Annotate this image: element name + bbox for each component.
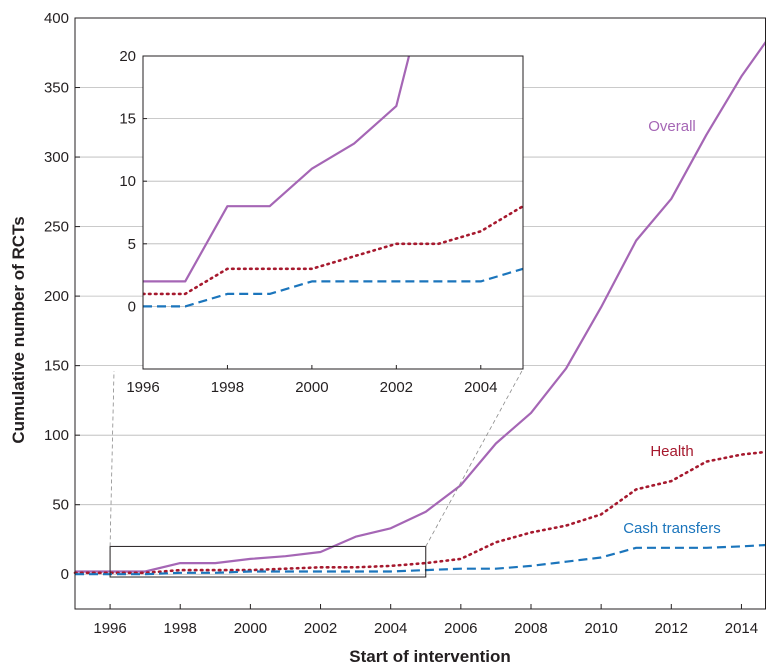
inset-frame xyxy=(142,55,524,370)
series-line-overall xyxy=(75,40,766,573)
series-label-cash-transfers: Cash transfers xyxy=(623,520,721,537)
inset-y-tick-label: 15 xyxy=(119,111,136,128)
inset-x-tick-label: 1996 xyxy=(126,379,159,396)
inset-background xyxy=(143,56,523,369)
y-tick-label: 300 xyxy=(44,149,69,166)
inset-x-tick-label: 2002 xyxy=(380,379,413,396)
y-tick-label: 0 xyxy=(61,566,69,583)
x-axis-title: Start of intervention xyxy=(349,647,511,666)
inset-y-tick-label: 20 xyxy=(119,48,136,65)
y-axis-title: Cumulative number of RCTs xyxy=(9,216,28,443)
zoom-box xyxy=(109,545,427,578)
zoom-connector-right xyxy=(425,368,524,547)
inset-series-line-overall xyxy=(143,56,411,283)
series-label-health: Health xyxy=(650,443,693,460)
x-tick-label: 2012 xyxy=(655,620,688,637)
zoom-connector-left xyxy=(109,370,115,547)
x-tick-label: 2002 xyxy=(304,620,337,637)
inset-series-line-cash-transfers xyxy=(143,267,523,308)
inset-x-tick-label: 2004 xyxy=(464,379,497,396)
x-tick-label: 1998 xyxy=(164,620,197,637)
series-label-overall: Overall xyxy=(648,118,696,135)
y-tick-label: 200 xyxy=(44,288,69,305)
x-tick-label: 2014 xyxy=(725,620,758,637)
x-tick-label: 2010 xyxy=(584,620,617,637)
inset-series-line-health xyxy=(143,204,523,296)
y-tick-label: 50 xyxy=(52,497,69,514)
x-tick-label: 1996 xyxy=(93,620,126,637)
y-tick-label: 250 xyxy=(44,219,69,236)
y-tick-label: 400 xyxy=(44,10,69,27)
y-tick-label: 100 xyxy=(44,427,69,444)
inset-series-group xyxy=(143,56,523,308)
inset-y-tick-label: 10 xyxy=(119,173,136,190)
series-line-health xyxy=(73,450,766,575)
inset-x-tick-label: 2000 xyxy=(295,379,328,396)
x-tick-label: 2006 xyxy=(444,620,477,637)
y-tick-label: 150 xyxy=(44,358,69,375)
y-tick-label: 350 xyxy=(44,80,69,97)
x-tick-label: 2004 xyxy=(374,620,407,637)
inset-y-tick-label: 0 xyxy=(128,298,136,315)
x-tick-label: 2000 xyxy=(234,620,267,637)
inset-x-tick-label: 1998 xyxy=(211,379,244,396)
inset-y-tick-label: 5 xyxy=(128,236,136,253)
x-tick-label: 2008 xyxy=(514,620,547,637)
